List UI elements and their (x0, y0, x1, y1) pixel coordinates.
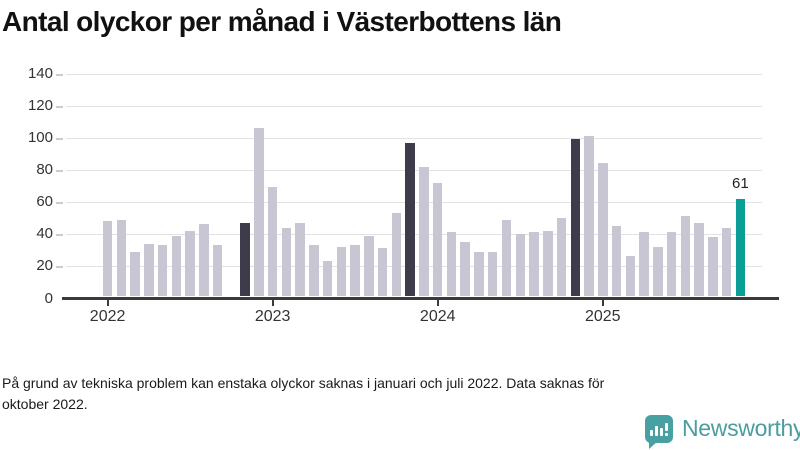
y-tick-60 (56, 201, 63, 204)
bar-2024-09 (543, 230, 553, 297)
bar-2023-10 (391, 213, 402, 297)
logo-bar-icon (655, 425, 658, 436)
y-tick-label-120: 120 (27, 97, 53, 115)
bar-2023-02 (281, 227, 292, 297)
bar-2022-05 (157, 245, 168, 297)
bar-2025-11 (735, 198, 746, 297)
bar-2023-01 (267, 187, 278, 297)
footnote-line-2: oktober 2022. (2, 396, 88, 412)
bar-2025-05 (653, 246, 663, 297)
x-tick-2023 (271, 299, 274, 306)
bar-2022-03 (130, 251, 140, 297)
bar-2025-03 (625, 256, 636, 297)
x-axis-line (62, 296, 779, 300)
y-tick-label-20: 20 (36, 257, 53, 275)
chart-title: Antal olyckor per månad i Västerbottens … (2, 6, 562, 37)
y-tick-label-0: 0 (44, 289, 53, 307)
x-tick-label-2023: 2023 (254, 307, 291, 325)
y-tick-40 (56, 233, 63, 236)
bar-2025-10 (721, 227, 732, 297)
x-tick-2024 (436, 299, 439, 306)
bar-2024-08 (529, 232, 539, 297)
bar-2023-12 (419, 166, 429, 297)
bar-2024-03 (460, 241, 470, 297)
bar-2023-07 (350, 245, 360, 297)
footnote-line-1: På grund av tekniska problem kan enstaka… (2, 375, 605, 391)
bar-2025-08 (694, 222, 704, 297)
bar-2024-06 (501, 219, 512, 297)
x-tick-2022 (106, 299, 109, 306)
gridline-120 (66, 105, 762, 107)
bar-2023-06 (336, 246, 347, 297)
bar-2024-05 (487, 251, 498, 297)
bar-2022-07 (185, 230, 195, 297)
bar-2024-10 (556, 217, 567, 297)
bar-2022-08 (199, 224, 209, 297)
bar-2022-02 (116, 219, 127, 297)
bar-2023-09 (377, 248, 388, 297)
bar-2025-04 (639, 232, 649, 297)
x-tick-2025 (601, 299, 604, 306)
footnote: På grund av tekniska problem kan enstaka… (2, 373, 682, 415)
plot-area: 0 20 40 60 80 100 120 140 2022 2023 2024 2025 61 (0, 60, 800, 340)
bar-2022-04 (144, 243, 154, 297)
bar-2024-04 (474, 251, 484, 297)
gridline-100 (66, 137, 762, 139)
bar-2023-11 (405, 142, 415, 297)
bar-2024-07 (515, 233, 525, 297)
bar-2023-04 (309, 245, 319, 297)
bar-2024-11 (570, 139, 581, 297)
bar-2024-12 (584, 136, 594, 297)
bar-2022-11 (240, 222, 250, 297)
bar-2022-06 (171, 235, 182, 297)
logo-exclamation-icon (665, 422, 668, 436)
newsworthy-logo: Newsworthy (645, 414, 800, 449)
bar-2023-08 (364, 235, 374, 297)
x-tick-label-2025: 2025 (584, 307, 621, 325)
y-tick-100 (56, 137, 63, 140)
y-tick-label-40: 40 (36, 225, 53, 243)
y-tick-label-140: 140 (27, 65, 53, 83)
x-tick-label-2022: 2022 (89, 307, 126, 325)
newsworthy-logo-text: Newsworthy (682, 415, 800, 441)
y-tick-120 (56, 105, 63, 108)
y-tick-label-60: 60 (36, 193, 53, 211)
logo-bar-icon (650, 429, 653, 436)
y-tick-140 (56, 73, 63, 76)
bar-2024-01 (432, 182, 443, 297)
y-tick-20 (56, 265, 63, 268)
logo-bar-icon (660, 427, 663, 436)
x-tick-label-2024: 2024 (419, 307, 456, 325)
y-tick-label-100: 100 (27, 129, 53, 147)
bar-2025-07 (680, 216, 691, 297)
bar-2025-01 (598, 163, 608, 297)
bar-value-label: 61 (731, 174, 749, 192)
newsworthy-bars-icon (645, 414, 673, 449)
bar-2022-09 (212, 245, 223, 297)
y-tick-80 (56, 169, 63, 172)
bar-2022-12 (254, 128, 264, 297)
bar-2024-02 (446, 232, 457, 297)
bar-2023-03 (295, 222, 305, 297)
bar-2023-05 (322, 261, 333, 297)
bar-2022-01 (102, 221, 113, 297)
gridline-140 (66, 73, 762, 75)
bar-2025-02 (611, 225, 622, 297)
bar-2025-09 (708, 237, 718, 297)
y-tick-label-80: 80 (36, 161, 53, 179)
bar-2025-06 (666, 232, 677, 297)
